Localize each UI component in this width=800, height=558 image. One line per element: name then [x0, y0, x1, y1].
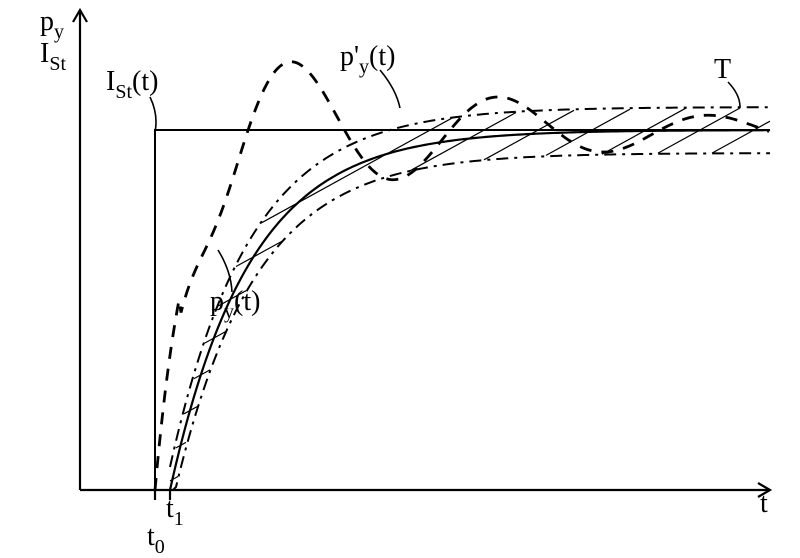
leader-T — [728, 82, 740, 107]
label-t0: t0 — [147, 521, 165, 558]
ppy-curve — [155, 62, 769, 490]
label-T: T — [714, 54, 731, 85]
tolerance-lower — [170, 153, 770, 490]
label-py: py(t) — [210, 286, 260, 323]
plot-svg: pyISttt0t1ISt(t)py(t)p'y(t)T — [0, 0, 800, 558]
diagram-container: { "canvas": { "width": 800, "height": 55… — [0, 0, 800, 558]
label-ppy: p'y(t) — [340, 41, 395, 78]
label-t-axis: t — [760, 488, 768, 519]
leader-ppy — [380, 70, 400, 108]
label-t1: t1 — [166, 493, 184, 530]
label-Ist-axis: ISt — [40, 38, 66, 75]
leader-Ist — [150, 97, 156, 132]
